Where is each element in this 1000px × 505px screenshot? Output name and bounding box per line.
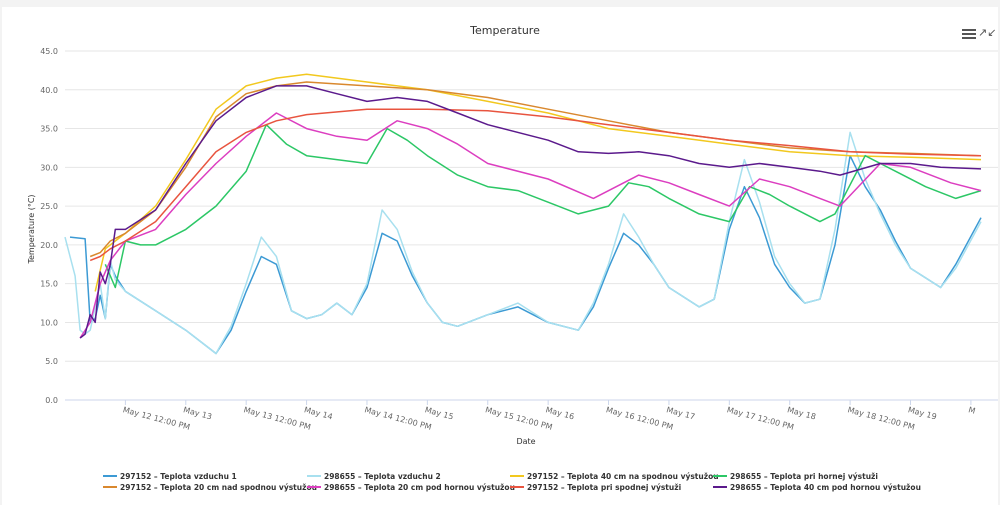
- x-tick-label: May 15: [424, 405, 455, 421]
- series-line-1[interactable]: [69, 154, 982, 355]
- series-line-2[interactable]: [64, 131, 982, 355]
- legend-item-8[interactable]: 298655 – Teplota 40 cm pod hornou výstuž…: [713, 483, 921, 492]
- series-line-8[interactable]: [79, 85, 982, 339]
- chart-card: Temperature 0.0 5.0 10.0 15.0 20.0 25.0 30.0 35…: [2, 7, 998, 505]
- x-tick-label: May 12 12:00 PM: [122, 405, 191, 432]
- y-tick-label: 25.0: [40, 202, 58, 211]
- legend-label: 298655 – Teplota 40 cm pod hornou výstuž…: [730, 483, 921, 492]
- x-tick-label: May 19: [907, 405, 938, 421]
- x-tick-label: May 14 12:00 PM: [363, 405, 432, 432]
- x-axis-title: Date: [516, 437, 535, 446]
- series-line-4[interactable]: [104, 123, 982, 289]
- series-line-7[interactable]: [89, 108, 982, 262]
- temperature-chart: Temperature 0.0 5.0 10.0 15.0 20.0 25.0 30.0 35…: [27, 24, 998, 492]
- legend-label: 297152 – Teplota vzduchu 1: [120, 472, 237, 481]
- y-tick-label: 5.0: [45, 357, 58, 366]
- x-tick-label: May 16 12:00 PM: [605, 405, 674, 432]
- x-tick-label: May 13: [182, 405, 213, 421]
- legend-label: 297152 – Teplota 20 cm nad spodnou výstu…: [120, 483, 317, 492]
- series-lines: [64, 73, 982, 355]
- legend-label: 298655 – Teplota vzduchu 2: [324, 472, 441, 481]
- grid-lines: [65, 50, 998, 401]
- legend-item-1[interactable]: 297152 – Teplota vzduchu 1: [103, 472, 237, 481]
- series-line-3[interactable]: [94, 73, 982, 292]
- legend-item-6[interactable]: 298655 – Teplota 20 cm pod hornou výstuž…: [307, 483, 515, 492]
- y-tick-label: 20.0: [40, 241, 58, 250]
- legend-label: 297152 – Teplota pri spodnej výstuži: [527, 483, 681, 492]
- y-tick-label: 10.0: [40, 318, 58, 327]
- x-tick-label: May 14: [303, 405, 334, 421]
- series-line-5[interactable]: [89, 81, 982, 258]
- collapse-arrows-icon[interactable]: ↗↙: [978, 26, 997, 39]
- y-tick-label: 35.0: [40, 125, 58, 134]
- y-tick-label: 40.0: [40, 86, 58, 95]
- legend-item-2[interactable]: 298655 – Teplota vzduchu 2: [307, 472, 441, 481]
- y-tick-label: 0.0: [45, 396, 58, 405]
- legend: 297152 – Teplota vzduchu 1 298655 – Teplo…: [103, 472, 921, 492]
- legend-item-3[interactable]: 297152 – Teplota 40 cm na spodnou výstuž…: [510, 472, 719, 481]
- x-tick-label: M: [967, 405, 976, 416]
- legend-item-7[interactable]: 297152 – Teplota pri spodnej výstuži: [510, 483, 681, 492]
- x-tick-label: May 13 12:00 PM: [243, 405, 312, 432]
- x-tick-label: May 16: [545, 405, 576, 421]
- y-axis-ticks: 0.0 5.0 10.0 15.0 20.0 25.0 30.0 35.0 40.0 45.0: [40, 47, 58, 405]
- legend-item-5[interactable]: 297152 – Teplota 20 cm nad spodnou výstu…: [103, 483, 317, 492]
- hamburger-menu-icon[interactable]: [962, 27, 976, 41]
- legend-label: 298655 – Teplota 20 cm pod hornou výstuž…: [324, 483, 515, 492]
- series-line-6[interactable]: [79, 112, 982, 339]
- y-tick-label: 15.0: [40, 280, 58, 289]
- y-axis-title: Temperature (°C): [27, 194, 36, 264]
- x-tick-label: May 17: [665, 405, 696, 421]
- legend-label: 297152 – Teplota 40 cm na spodnou výstuž…: [527, 472, 719, 481]
- legend-item-4[interactable]: 298655 – Teplota pri hornej výstuži: [713, 472, 878, 481]
- x-tick-label: May 15 12:00 PM: [484, 405, 553, 432]
- x-tick-label: May 18: [786, 405, 817, 421]
- legend-label: 298655 – Teplota pri hornej výstuži: [730, 472, 878, 481]
- chart-title: Temperature: [469, 24, 540, 37]
- y-tick-label: 30.0: [40, 163, 58, 172]
- y-tick-label: 45.0: [40, 47, 58, 56]
- x-tick-label: May 18 12:00 PM: [847, 405, 916, 432]
- x-tick-label: May 17 12:00 PM: [726, 405, 795, 432]
